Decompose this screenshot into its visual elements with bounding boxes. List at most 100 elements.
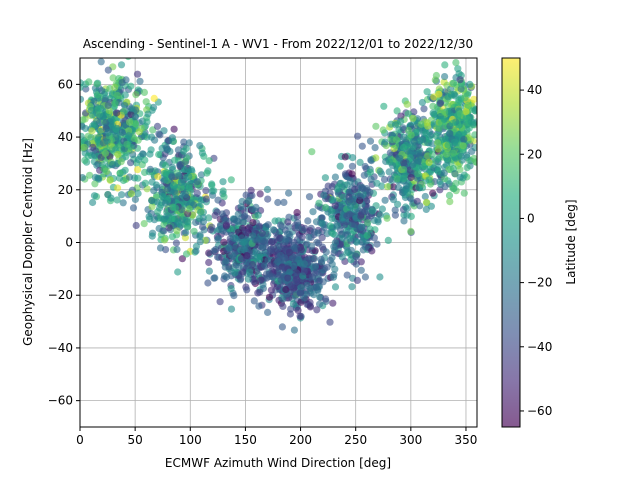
scatter-point [150,216,159,224]
scatter-point [87,106,95,114]
scatter-point [399,175,407,183]
scatter-point [143,118,151,126]
scatter-point [267,246,275,254]
scatter-point [261,261,269,269]
scatter-point [318,214,326,222]
scatter-point [134,136,142,144]
scatter-point [418,98,426,107]
scatter-point [422,198,431,206]
scatter-point [279,302,287,310]
scatter-point [454,111,462,119]
scatter-point [180,166,188,174]
scatter-point [374,216,382,224]
colorbar-frame [501,57,521,428]
scatter-point [129,204,138,212]
scatter-point [319,278,327,286]
scatter-point [331,202,339,210]
scatter-point [168,173,176,181]
scatter-point [264,221,272,229]
scatter-point [351,185,359,193]
scatter-point [159,227,167,235]
scatter-point [265,293,274,301]
scatter-point [285,248,293,256]
x-tick-label: 150 [234,433,257,447]
scatter-point [423,119,431,127]
scatter-point [326,318,334,326]
y-axis-ticks: −60 −40 −20 0 20 40 60 [48,77,80,408]
scatter-point [394,200,402,208]
scatter-point [466,80,474,88]
scatter-point [348,162,356,170]
scatter-point [242,228,250,236]
scatter-point [389,196,398,204]
scatter-point [276,234,284,243]
scatter-point [237,254,245,263]
scatter-point [140,220,148,228]
colorbar-tick-label: −60 [527,404,552,418]
scatter-point [118,191,126,199]
scatter-point [234,210,242,218]
scatter-point [366,188,374,196]
scatter-point [296,312,304,320]
scatter-point [392,136,400,144]
scatter-point [222,221,230,229]
scatter-point [171,189,179,197]
scatter-point [132,91,140,99]
x-tick-label: 50 [127,433,142,447]
scatter-point [403,211,411,219]
scatter-point [199,223,207,231]
scatter-point [393,107,401,115]
scatter-point [328,183,336,191]
scatter-point [180,147,188,155]
scatter-point [160,220,168,229]
scatter-point [429,109,437,117]
scatter-point [91,180,99,188]
scatter-point [253,236,261,244]
scatter-point [431,76,439,84]
scatter-point [348,220,356,228]
scatter-point [118,128,126,137]
scatter-point [367,156,375,164]
scatter-point [131,120,139,128]
scatter-point [310,291,318,299]
scatter-point [178,255,186,263]
scatter-point [292,276,300,284]
scatter-point [449,79,458,87]
scatter-point [313,238,321,246]
scatter-point [247,186,255,194]
scatter-point [185,139,193,147]
scatter-point [334,183,342,191]
scatter-point [422,205,430,213]
scatter-point [240,218,248,226]
scatter-point [161,162,170,170]
x-tick-label: 250 [344,433,367,447]
scatter-point [384,236,392,244]
scatter-point [449,119,457,127]
scatter-point [280,198,288,206]
scatter-point [230,215,238,223]
scatter-point [316,300,324,308]
scatter-point [409,161,417,169]
scatter-point [109,74,117,82]
scatter-point [180,138,188,146]
scatter-point [368,207,376,215]
scatter-point [84,152,92,160]
scatter-point [376,273,384,281]
scatter-point [127,159,135,167]
scatter-point [125,132,133,140]
scatter-point [182,190,190,198]
scatter-point [234,228,243,236]
scatter-point [125,58,132,61]
scatter-point [383,214,391,222]
scatter-point [246,268,254,276]
scatter-point [440,115,448,123]
scatter-point [187,166,195,174]
scatter-point [243,286,251,294]
scatter-point [298,233,306,241]
scatter-point [269,226,277,234]
scatter-point [214,253,222,261]
scatter-point [271,217,279,225]
scatter-point [80,143,88,151]
scatter-point [370,234,378,242]
x-axis-ticks: 0 50 100 150 200 250 300 350 [76,427,477,447]
